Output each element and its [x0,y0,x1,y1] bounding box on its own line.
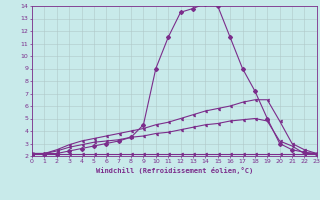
X-axis label: Windchill (Refroidissement éolien,°C): Windchill (Refroidissement éolien,°C) [96,167,253,174]
